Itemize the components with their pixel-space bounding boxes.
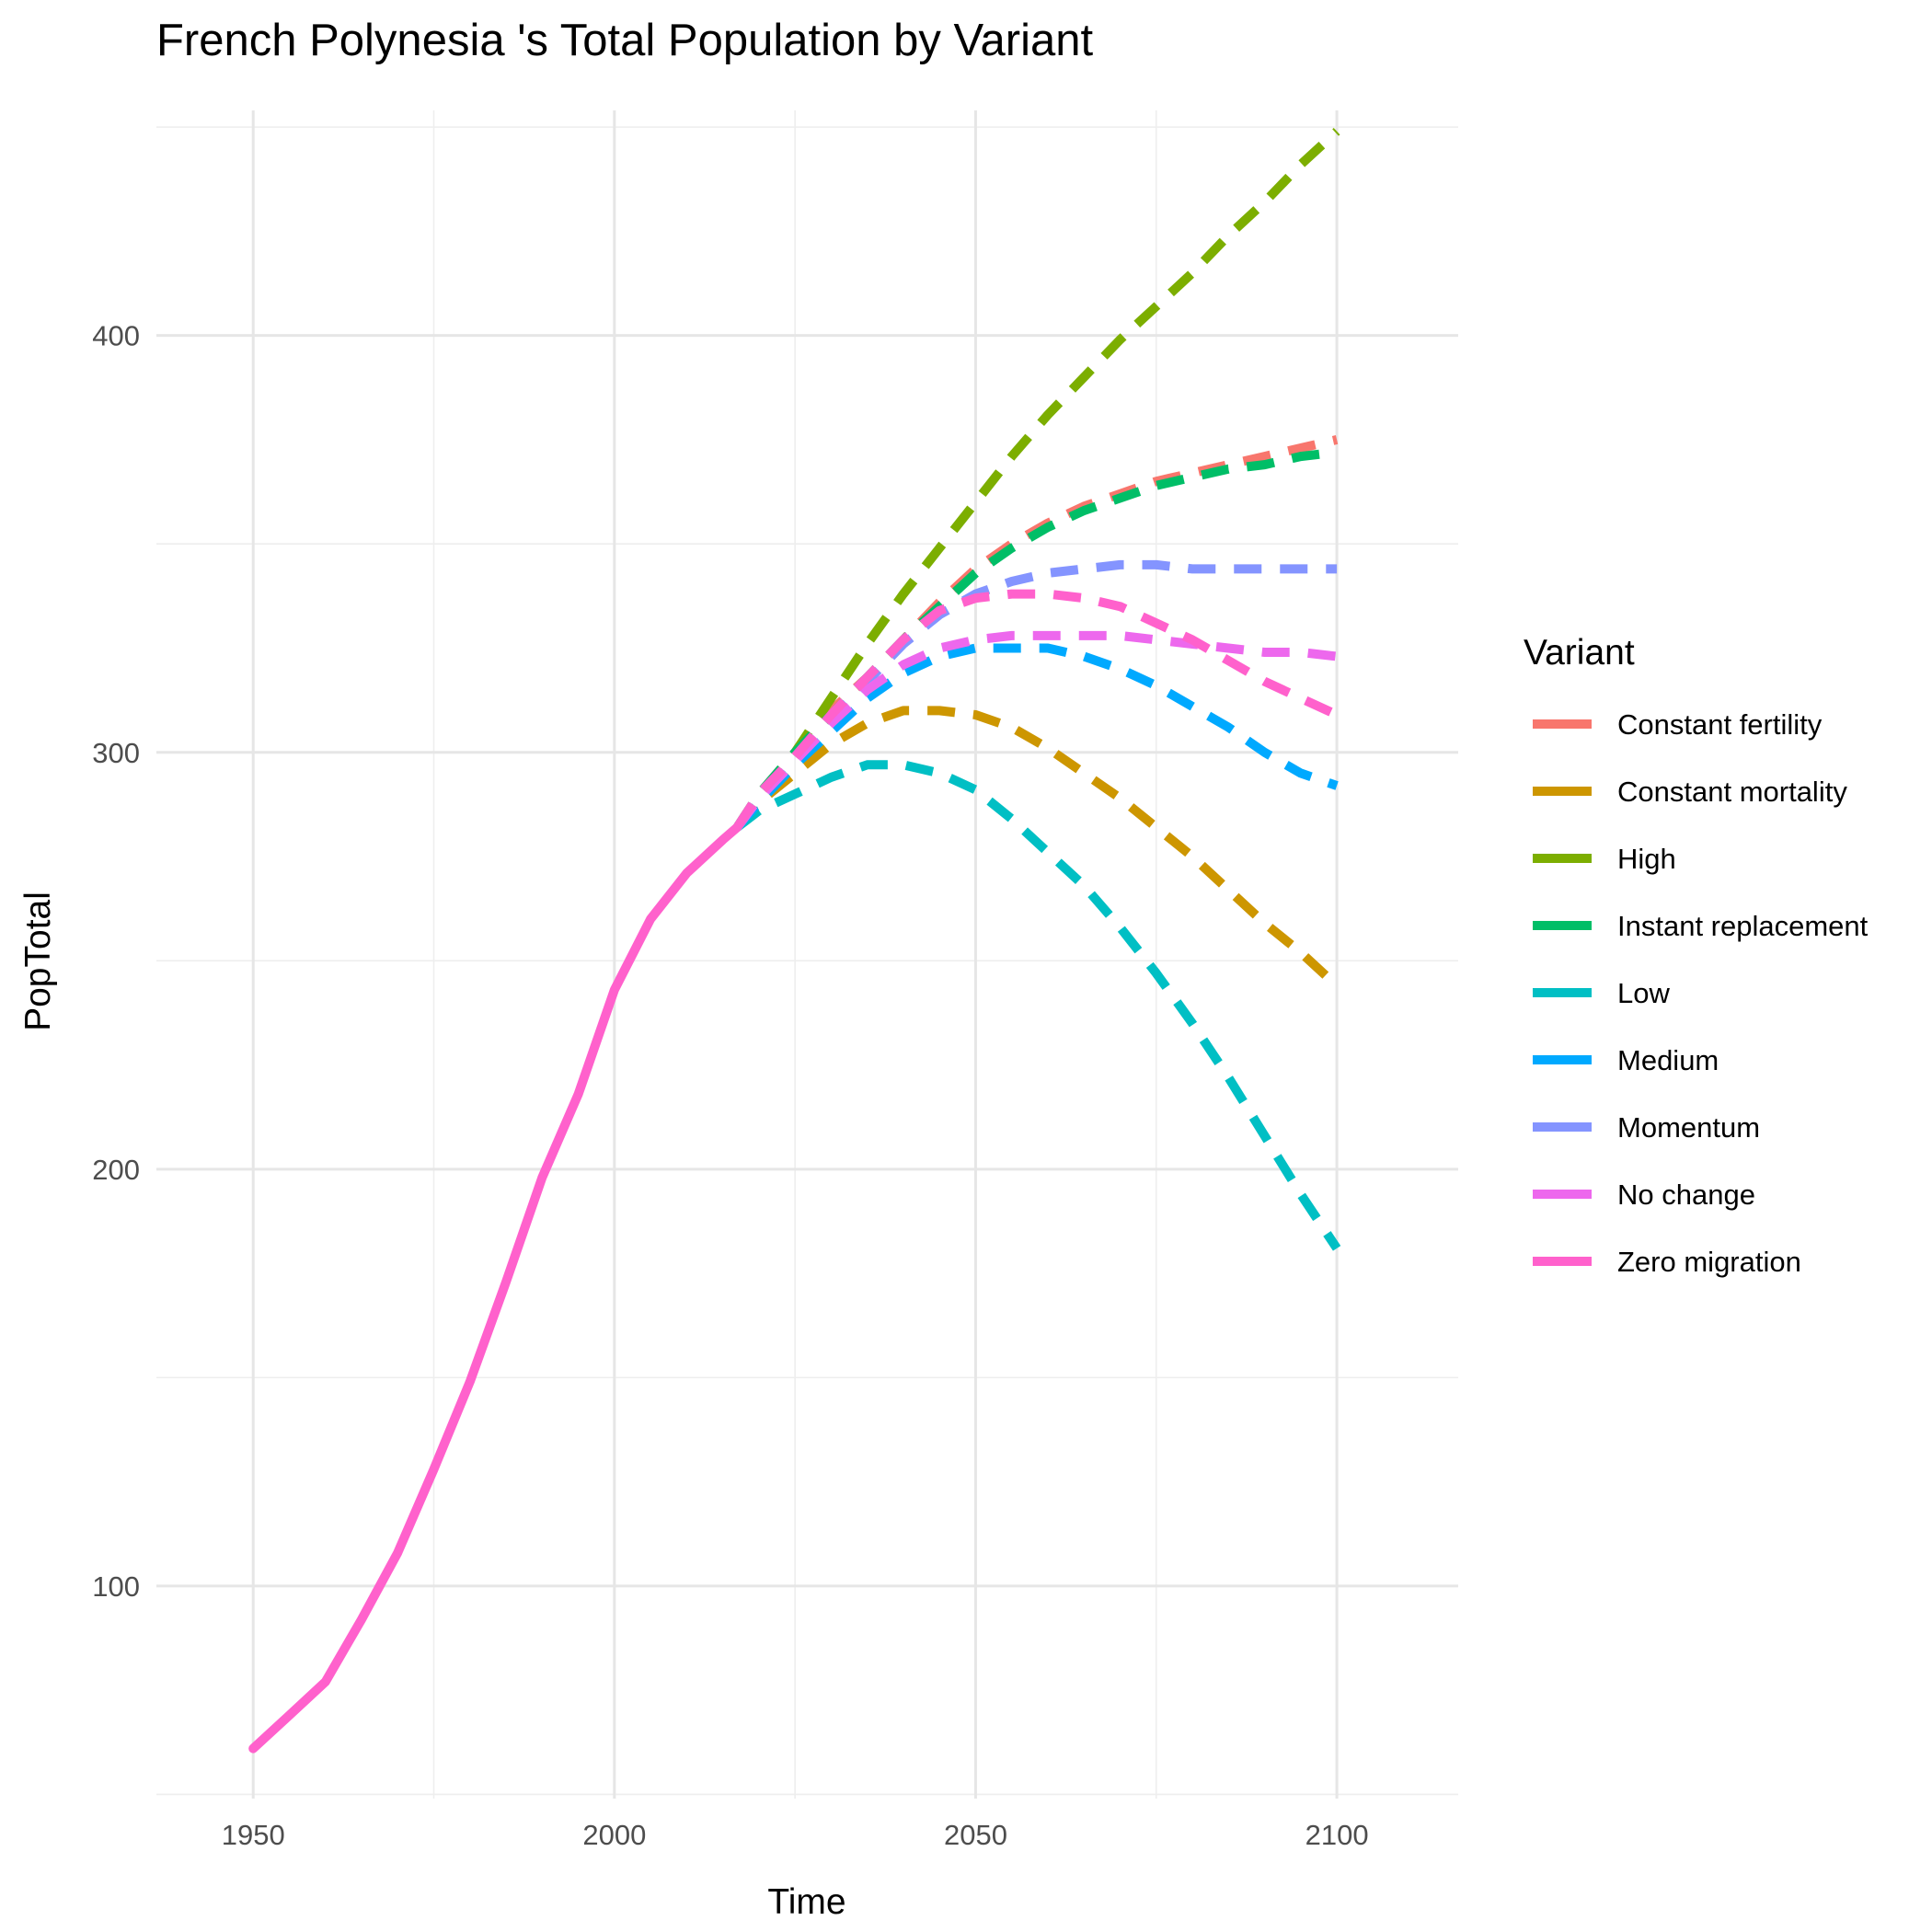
x-tick-label: 2000 bbox=[582, 1819, 646, 1851]
legend-label: Instant replacement bbox=[1617, 910, 1869, 942]
chart-title: French Polynesia 's Total Population by … bbox=[156, 16, 1093, 65]
y-tick-label: 300 bbox=[92, 737, 140, 769]
x-tick-label: 2100 bbox=[1305, 1819, 1369, 1851]
legend-label: Constant fertility bbox=[1617, 708, 1823, 741]
legend-label: Zero migration bbox=[1617, 1246, 1801, 1278]
x-tick-labels: 1950 2000 2050 2100 bbox=[222, 1819, 1369, 1851]
grid bbox=[156, 110, 1458, 1799]
y-axis-title: PopTotal bbox=[18, 891, 58, 1031]
x-tick-label: 1950 bbox=[222, 1819, 285, 1851]
series-line-zero-migration bbox=[733, 589, 1340, 831]
legend-label: High bbox=[1617, 843, 1676, 875]
series-lines bbox=[248, 128, 1341, 1754]
y-tick-label: 200 bbox=[92, 1154, 140, 1186]
series-line-high bbox=[733, 128, 1340, 831]
series-line-low bbox=[734, 760, 1341, 1251]
y-tick-label: 100 bbox=[92, 1570, 140, 1603]
legend-label: Momentum bbox=[1617, 1111, 1760, 1144]
legend-label: Medium bbox=[1617, 1044, 1719, 1076]
y-tick-label: 400 bbox=[92, 320, 140, 352]
y-tick-labels: 100 200 300 400 bbox=[92, 320, 140, 1603]
legend-title: Variant bbox=[1524, 633, 1635, 673]
legend-label: Constant mortality bbox=[1617, 776, 1847, 808]
series-line-history bbox=[248, 822, 742, 1754]
x-axis-title: Time bbox=[767, 1882, 845, 1922]
x-tick-label: 2050 bbox=[944, 1819, 1007, 1851]
series-line-no-change bbox=[733, 630, 1338, 831]
series-line-constant-mortality bbox=[733, 706, 1340, 990]
series-line-momentum bbox=[733, 559, 1338, 831]
legend-label: Low bbox=[1617, 977, 1670, 1009]
legend-label: No change bbox=[1617, 1179, 1755, 1211]
legend: Variant Constant fertility Constant morta… bbox=[1524, 633, 1869, 1278]
